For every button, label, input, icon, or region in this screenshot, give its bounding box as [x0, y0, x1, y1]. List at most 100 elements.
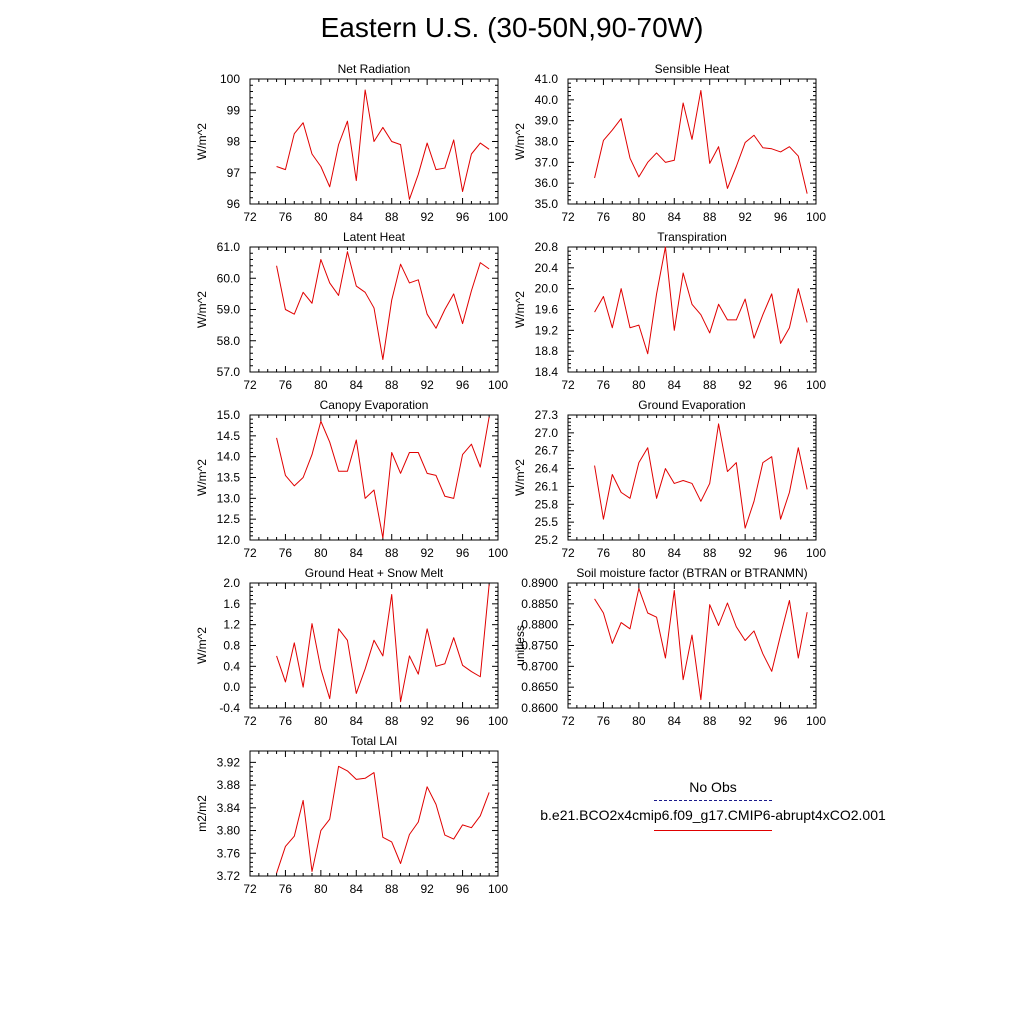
y-axis-label: W/m^2: [513, 291, 527, 328]
x-tick-label: 76: [279, 210, 293, 224]
y-tick-label: 57.0: [217, 365, 241, 379]
y-tick-label: 0.8900: [521, 576, 558, 590]
y-tick-label: 26.1: [535, 479, 559, 493]
legend-obs-label: No Obs: [689, 779, 737, 795]
y-tick-label: 3.72: [217, 869, 241, 883]
x-tick-label: 84: [350, 882, 364, 896]
plot-frame: [567, 78, 817, 205]
y-axis-label: unitless: [513, 625, 527, 666]
panel-8: Soil moisture factor (BTRAN or BTRANMN) u…: [513, 566, 826, 728]
panel-9: Total LAI m2/m2 72 76 80 84 88 92 96 100 3.72 3.76 3…: [195, 734, 508, 896]
x-tick-label: 84: [668, 378, 682, 392]
y-tick-label: 99: [227, 103, 241, 117]
y-tick-label: 35.0: [535, 197, 559, 211]
series-line: [594, 246, 808, 355]
x-tick-label: 84: [350, 714, 364, 728]
x-tick-label: 92: [738, 546, 752, 560]
plot-frame: [249, 750, 499, 877]
x-tick-label: 84: [668, 210, 682, 224]
x-tick-label: 92: [738, 714, 752, 728]
y-tick-label: 14.5: [217, 429, 241, 443]
x-tick-label: 76: [597, 210, 611, 224]
series-line: [276, 89, 490, 200]
x-tick-label: 80: [314, 714, 328, 728]
y-tick-label: 20.4: [535, 261, 559, 275]
x-tick-label: 92: [420, 546, 434, 560]
x-tick-label: 76: [597, 378, 611, 392]
y-tick-label: 18.8: [535, 344, 559, 358]
y-tick-label: 0.0: [223, 680, 240, 694]
y-tick-label: 98: [227, 135, 241, 149]
y-tick-label: 0.4: [223, 659, 240, 673]
panel-title: Transpiration: [657, 230, 727, 244]
y-tick-label: 3.84: [217, 801, 241, 815]
x-tick-label: 96: [456, 546, 470, 560]
y-tick-label: 0.8800: [521, 618, 558, 632]
y-tick-label: 37.0: [535, 155, 559, 169]
y-tick-label: 38.0: [535, 135, 559, 149]
y-tick-label: 2.0: [223, 576, 240, 590]
x-tick-label: 100: [488, 882, 508, 896]
series-line: [276, 584, 490, 703]
x-tick-label: 76: [597, 546, 611, 560]
x-tick-label: 72: [243, 378, 257, 392]
y-axis-label: m2/m2: [195, 795, 209, 832]
x-tick-label: 72: [243, 714, 257, 728]
y-tick-label: 12.5: [217, 512, 241, 526]
y-tick-label: 26.7: [535, 444, 559, 458]
x-tick-label: 96: [456, 378, 470, 392]
y-axis-label: W/m^2: [195, 291, 209, 328]
y-tick-label: 20.8: [535, 240, 559, 254]
plot-frame: [567, 582, 817, 709]
x-tick-label: 76: [279, 546, 293, 560]
x-tick-label: 84: [350, 378, 364, 392]
x-tick-label: 80: [632, 378, 646, 392]
y-axis-label: W/m^2: [195, 627, 209, 664]
panel-title: Soil moisture factor (BTRAN or BTRANMN): [576, 566, 807, 580]
y-tick-label: 3.92: [217, 755, 241, 769]
x-tick-label: 72: [561, 714, 575, 728]
x-tick-label: 72: [561, 378, 575, 392]
series-line: [276, 416, 490, 539]
x-tick-label: 96: [456, 714, 470, 728]
x-tick-label: 96: [456, 210, 470, 224]
y-tick-label: 25.5: [535, 515, 559, 529]
x-tick-label: 100: [806, 546, 826, 560]
plot-frame: [249, 582, 499, 709]
panel-title: Net Radiation: [338, 62, 411, 76]
y-tick-label: -0.4: [219, 701, 240, 715]
x-tick-label: 100: [488, 546, 508, 560]
y-tick-label: 12.0: [217, 533, 241, 547]
y-tick-label: 26.4: [535, 462, 559, 476]
y-axis-label: W/m^2: [513, 459, 527, 496]
x-tick-label: 76: [279, 882, 293, 896]
x-tick-label: 92: [420, 882, 434, 896]
x-tick-label: 92: [420, 714, 434, 728]
y-tick-label: 20.0: [535, 282, 559, 296]
series-line: [594, 423, 808, 529]
y-tick-label: 19.6: [535, 303, 559, 317]
y-tick-label: 1.6: [223, 597, 240, 611]
series-line: [276, 251, 490, 360]
x-tick-label: 88: [703, 378, 717, 392]
x-tick-label: 92: [420, 210, 434, 224]
x-tick-label: 96: [774, 210, 788, 224]
x-tick-label: 96: [774, 378, 788, 392]
y-tick-label: 1.2: [223, 618, 240, 632]
series-line: [276, 765, 490, 874]
x-tick-label: 80: [314, 546, 328, 560]
plot-frame: [567, 246, 817, 373]
y-tick-label: 0.8700: [521, 659, 558, 673]
y-axis-label: W/m^2: [513, 123, 527, 160]
x-tick-label: 100: [488, 210, 508, 224]
x-tick-label: 96: [774, 546, 788, 560]
y-tick-label: 59.0: [217, 303, 241, 317]
panel-1: Net Radiation W/m^2 72 76 80 84 88 92 96 100 96 97 9…: [195, 62, 508, 224]
panel-title: Ground Evaporation: [638, 398, 745, 412]
x-tick-label: 84: [668, 546, 682, 560]
panel-title: Total LAI: [351, 734, 398, 748]
x-tick-label: 80: [314, 882, 328, 896]
y-tick-label: 14.0: [217, 450, 241, 464]
y-tick-label: 58.0: [217, 334, 241, 348]
x-tick-label: 72: [561, 210, 575, 224]
